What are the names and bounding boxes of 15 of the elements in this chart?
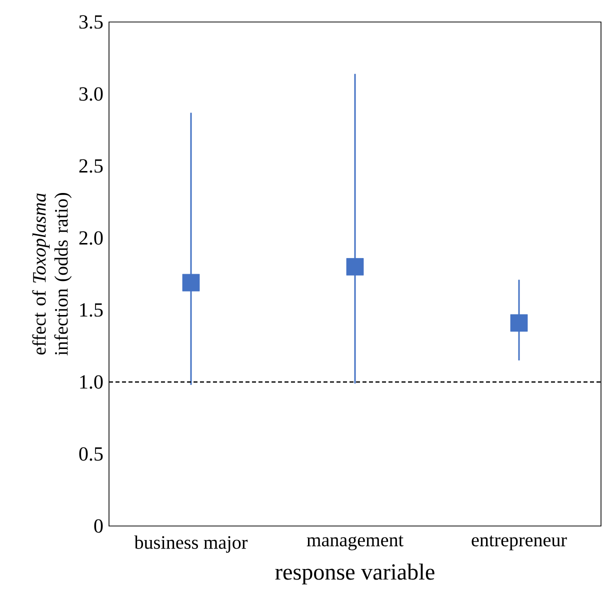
x-tick-label: management <box>306 536 404 550</box>
x-tick-label: entrepreneur <box>472 536 567 550</box>
y-tick-label: 3.0 <box>79 87 103 101</box>
point <box>510 314 528 332</box>
y-tick-label: 1.0 <box>80 375 103 389</box>
y-tick-label: 2.0 <box>79 231 103 245</box>
y-tick-label: 3.5 <box>79 15 103 29</box>
point <box>346 258 364 276</box>
x-axis-title: response variable <box>275 564 434 584</box>
y-tick-label: 0 <box>94 519 103 533</box>
y-tick-label: 2.5 <box>79 159 103 173</box>
x-tick-label: business major <box>134 536 248 553</box>
point <box>182 274 200 292</box>
y-tick-label: 0.5 <box>79 447 103 461</box>
y-tick-label: 1.5 <box>80 303 103 317</box>
